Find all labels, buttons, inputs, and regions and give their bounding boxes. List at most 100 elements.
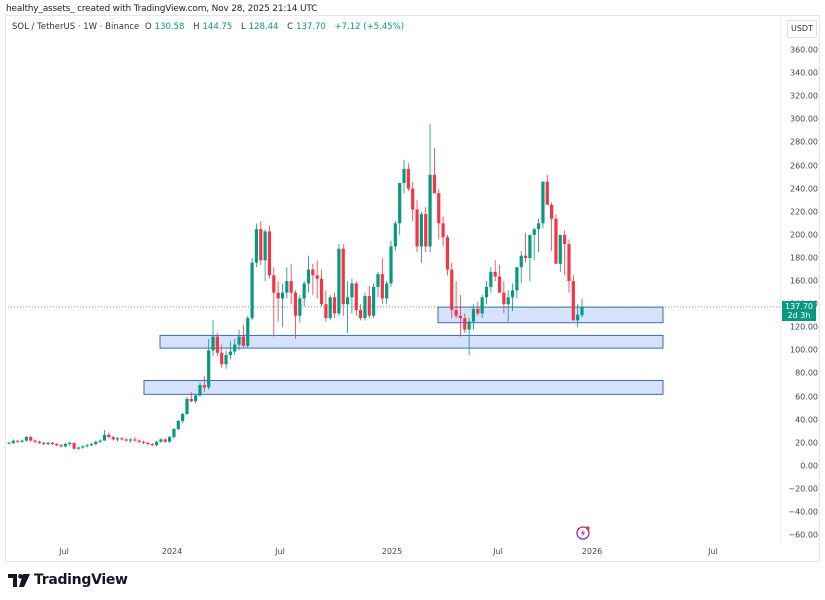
candle (42, 442, 46, 445)
candle (428, 174, 432, 247)
candle (363, 296, 367, 319)
candle (211, 336, 215, 351)
price-tick: 300.00 (790, 114, 818, 124)
candle (558, 234, 562, 264)
price-tick: 100.00 (790, 345, 818, 355)
candle (254, 229, 259, 263)
candle (76, 447, 81, 449)
candle (554, 218, 558, 264)
candle (172, 429, 176, 438)
time-tick: 2026 (581, 547, 603, 556)
symbol-title: SOL / TetherUS · 1W · Binance (12, 22, 140, 32)
candle (293, 292, 298, 316)
candle (489, 271, 493, 287)
candle (137, 440, 141, 442)
candle (345, 297, 350, 305)
candle (124, 439, 128, 441)
candle (476, 308, 480, 314)
candle (59, 445, 63, 447)
flash-icon[interactable] (575, 525, 591, 545)
candle (115, 438, 120, 440)
candle (393, 223, 397, 247)
time-tick: Jul (59, 547, 69, 556)
price-tick: 240.00 (790, 184, 818, 194)
candle (306, 269, 311, 284)
price-tick: −20.00 (788, 484, 818, 494)
candle (480, 297, 484, 314)
tradingview-logo-text: TradingView (34, 572, 128, 588)
candle (406, 169, 410, 189)
candle (341, 248, 345, 305)
candle (424, 214, 428, 247)
price-axis-divider (780, 15, 781, 545)
candle (376, 274, 380, 287)
candle (419, 214, 423, 247)
currency-unit-button[interactable]: USDT (787, 20, 817, 38)
tradingview-logo[interactable]: TradingView (8, 572, 128, 588)
candle (159, 439, 163, 442)
candle (319, 278, 324, 305)
candle (519, 255, 523, 268)
candle (181, 413, 185, 421)
candle (185, 398, 189, 414)
candle (580, 306, 584, 316)
candle (324, 304, 328, 319)
candle (471, 308, 476, 322)
candle (411, 188, 415, 210)
candle (298, 298, 302, 316)
candle (328, 297, 332, 319)
candle (276, 292, 280, 299)
candle (415, 209, 419, 247)
chart-frame (5, 15, 820, 562)
candle (311, 269, 315, 276)
candle (571, 281, 575, 321)
candle (154, 441, 159, 446)
low-label: L (240, 22, 246, 32)
candle (250, 262, 254, 319)
candle (50, 442, 55, 445)
candle (146, 442, 150, 445)
candle (163, 439, 167, 442)
candle (89, 444, 94, 446)
candle (389, 246, 393, 284)
candle (128, 439, 133, 441)
candle (107, 434, 111, 438)
candle (141, 441, 146, 443)
candle (198, 385, 202, 396)
price-tick: −40.00 (788, 507, 818, 517)
candle (63, 444, 68, 447)
candle (72, 442, 76, 449)
candle (432, 174, 437, 194)
change-value: +7.12 (+5.45%) (334, 22, 405, 32)
candle (215, 336, 219, 353)
candle (458, 315, 463, 319)
candle (272, 275, 276, 293)
chart-credit: healthy_assets_ created with TradingView… (6, 4, 318, 14)
candle (493, 271, 497, 277)
candle (510, 290, 515, 298)
open-label: O (144, 22, 152, 32)
candle (7, 442, 11, 444)
candle (289, 281, 293, 293)
candle (11, 440, 15, 443)
candle (497, 276, 502, 293)
candle (81, 446, 85, 448)
time-tick: 2024 (161, 547, 183, 556)
support-zone-1[interactable] (437, 306, 664, 324)
candle (563, 234, 567, 245)
candle (68, 442, 72, 445)
candle (29, 437, 33, 441)
candle (354, 283, 358, 310)
candle (450, 269, 454, 310)
candle (441, 223, 445, 238)
support-zone-2[interactable] (159, 334, 664, 349)
candle (207, 350, 211, 388)
candle (454, 309, 458, 316)
candle (37, 441, 41, 443)
price-tick: 80.00 (795, 368, 818, 378)
support-zone-3[interactable] (143, 379, 664, 395)
candle (280, 292, 285, 299)
price-tick: 220.00 (790, 207, 818, 217)
